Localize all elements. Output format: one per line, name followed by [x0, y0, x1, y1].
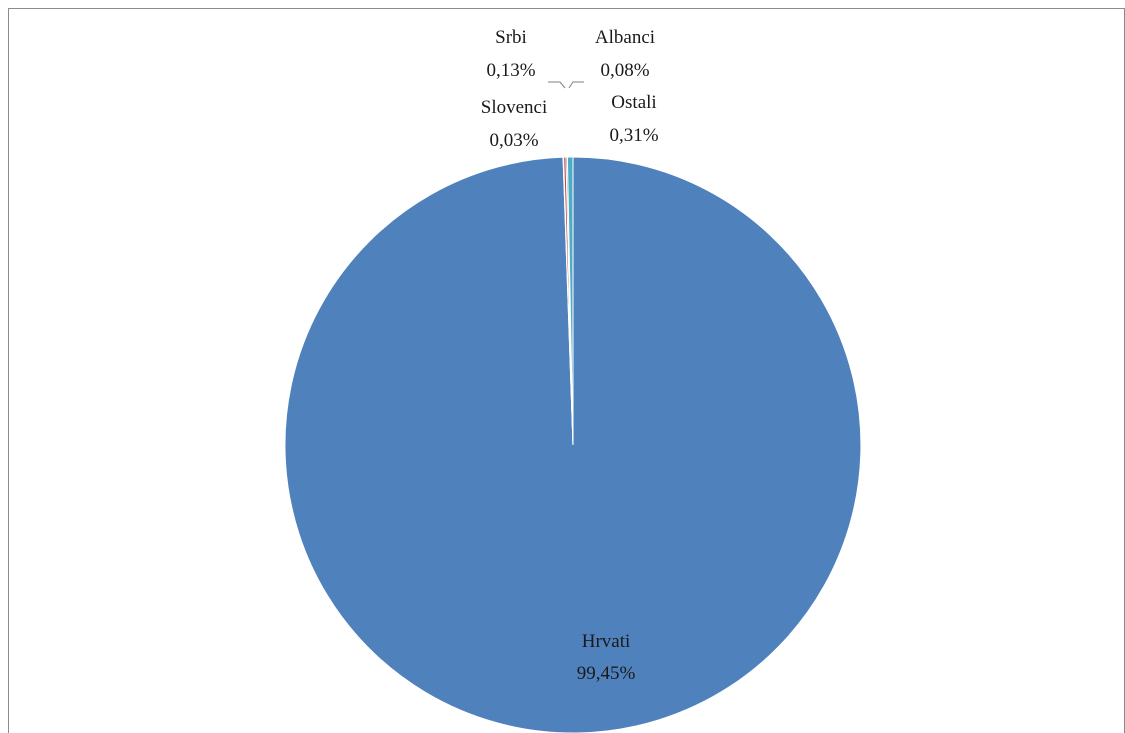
slice-name-slovenci: Slovenci	[481, 97, 548, 118]
data-label-ostali: Ostali 0,31%	[609, 92, 658, 146]
slice-name-srbi: Srbi	[495, 27, 527, 48]
data-label-slovenci: Slovenci 0,03%	[481, 97, 548, 151]
data-label-albanci: Albanci 0,08%	[595, 27, 655, 81]
slice-value-ostali: 0,31%	[609, 125, 658, 146]
data-label-hrvati: Hrvati 99,45%	[577, 631, 636, 684]
slice-name-albanci: Albanci	[595, 27, 655, 48]
slice-value-srbi: 0,13%	[486, 60, 535, 81]
leader-line-srbi	[548, 81, 566, 89]
leader-lines	[548, 81, 584, 89]
slice-value-albanci: 0,08%	[600, 60, 649, 81]
slice-name-ostali: Ostali	[611, 92, 656, 113]
slice-value-hrvati: 99,45%	[577, 663, 636, 684]
data-label-srbi: Srbi 0,13%	[486, 27, 535, 81]
slice-name-hrvati: Hrvati	[582, 631, 631, 652]
pie-slice-ostali	[566, 156, 574, 446]
slice-value-slovenci: 0,03%	[489, 130, 538, 151]
leader-line-albanci	[568, 81, 584, 89]
pie-slices	[284, 156, 862, 733]
